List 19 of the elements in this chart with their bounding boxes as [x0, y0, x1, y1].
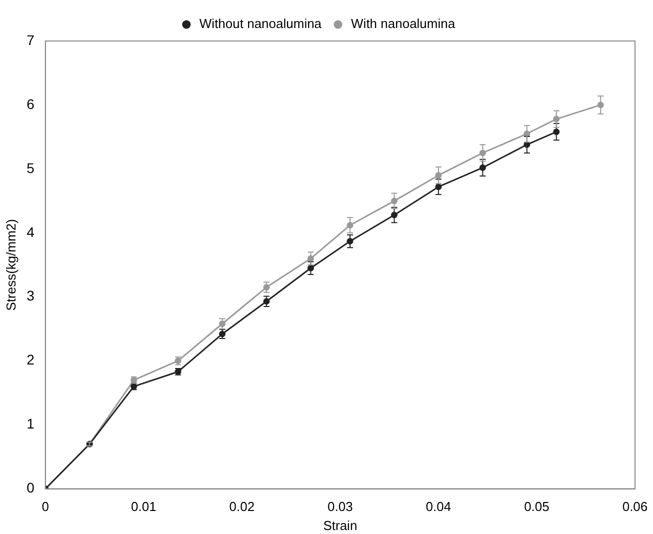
x-tick-label: 0.01 — [131, 499, 156, 514]
x-axis-title: Strain — [323, 518, 358, 533]
y-tick-label: 5 — [26, 160, 35, 176]
y-tick-label: 3 — [26, 288, 35, 304]
y-tick-label: 1 — [26, 416, 35, 432]
x-tick-label: 0 — [42, 499, 50, 514]
legend-label: With nanoalumina — [351, 16, 456, 32]
y-tick-label: 6 — [26, 96, 35, 112]
x-tick-label: 0.04 — [426, 499, 452, 514]
x-tick-label: 0.03 — [328, 499, 353, 514]
x-tick-label: 0.02 — [229, 499, 255, 514]
y-axis-title: Stress(kg/mm2) — [3, 219, 18, 311]
legend-label: Without nanoalumina — [199, 16, 322, 32]
x-tick-label: 0.06 — [622, 499, 648, 514]
y-tick-label: 2 — [26, 352, 35, 368]
y-tick-label: 0 — [26, 480, 35, 496]
y-tick-label: 4 — [26, 224, 35, 240]
x-tick-label: 0.05 — [524, 499, 550, 514]
y-tick-label: 7 — [26, 32, 35, 48]
